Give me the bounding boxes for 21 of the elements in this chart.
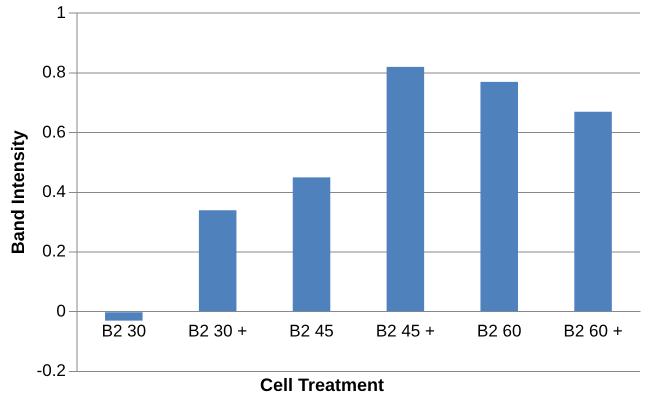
x-axis-title: Cell Treatment: [260, 375, 384, 396]
y-tick-label: 0.6: [42, 122, 66, 142]
x-tick-label: B2 60 +: [564, 322, 623, 341]
bar: [574, 112, 612, 312]
x-tick-label: B2 45 +: [376, 322, 435, 341]
bar: [198, 210, 236, 312]
y-tick-label: 0: [56, 301, 66, 320]
y-axis-title: Band Intensity: [8, 130, 28, 254]
x-tick-label: B2 30 +: [188, 322, 248, 341]
x-tick-label: B2 45: [289, 322, 334, 341]
y-tick-label: 1: [56, 2, 66, 22]
y-tick-label: 0.8: [42, 62, 66, 82]
x-tick-label: B2 60: [477, 322, 522, 341]
x-tick-label: B2 30: [102, 322, 146, 341]
y-tick-label: 0.4: [42, 182, 66, 201]
bar: [480, 82, 518, 312]
y-tick-label: -0.2: [36, 361, 66, 380]
bar: [386, 66, 424, 312]
bar: [105, 312, 143, 321]
bar: [292, 177, 330, 312]
y-tick-label: 0.2: [42, 242, 66, 261]
